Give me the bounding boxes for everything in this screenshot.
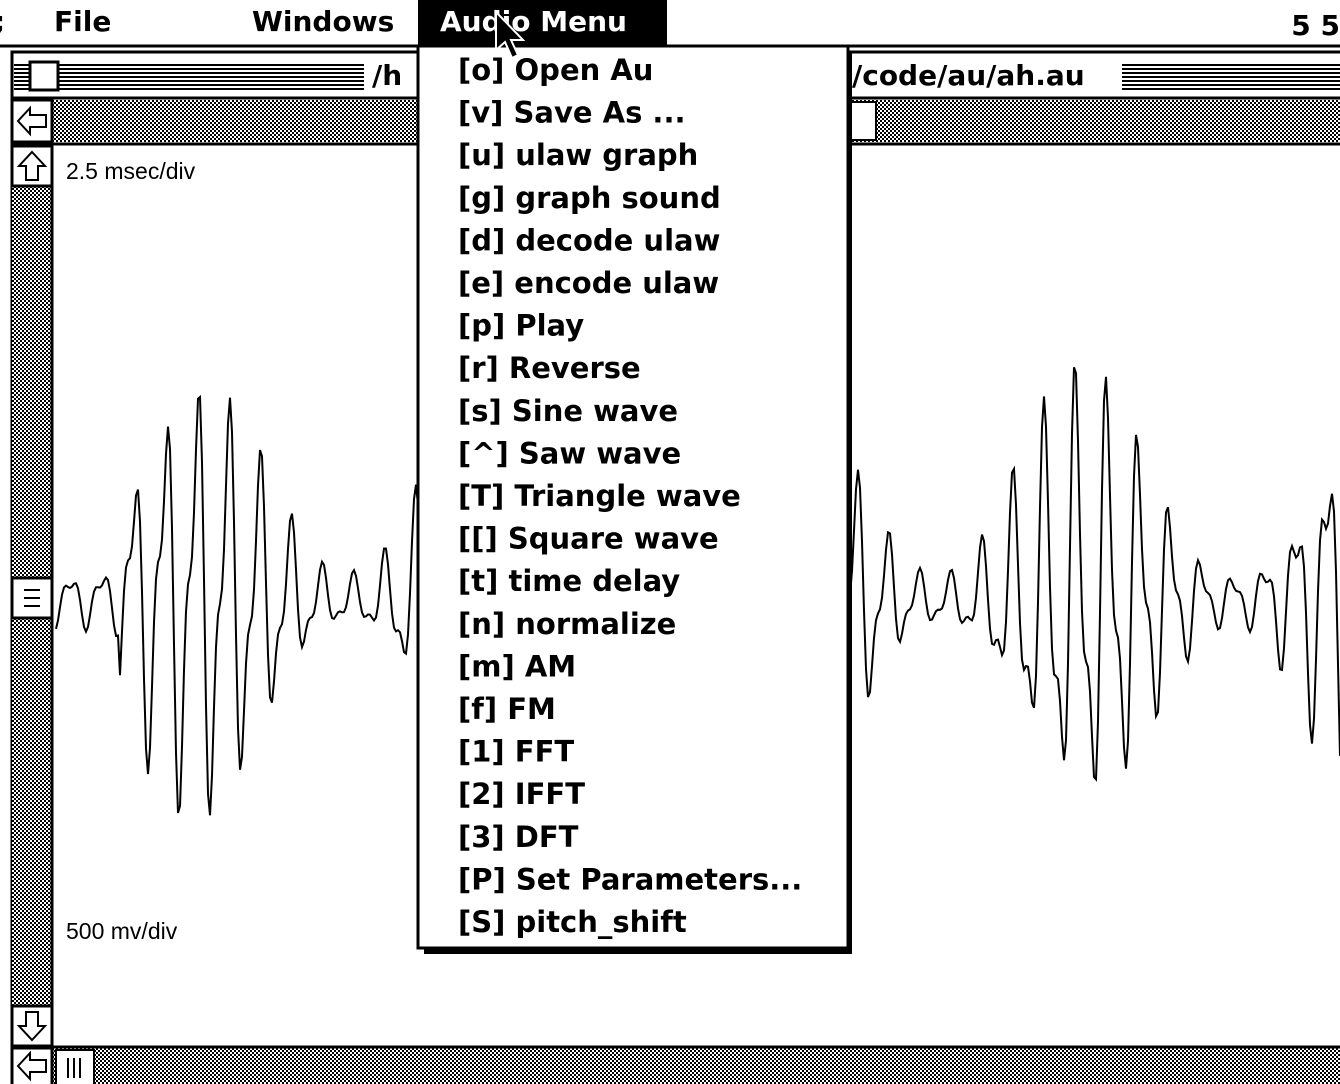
menu-title[interactable]: File bbox=[54, 5, 111, 38]
menu-item[interactable]: [s] Sine wave bbox=[458, 394, 678, 428]
menu-item[interactable]: [2] IFFT bbox=[458, 777, 585, 811]
menu-title[interactable]: Audio Menu bbox=[440, 5, 627, 38]
cursor bbox=[495, 9, 526, 60]
menu-item[interactable]: [g] graph sound bbox=[458, 181, 721, 215]
menu-item[interactable]: [f] FM bbox=[458, 692, 556, 726]
title-stripes bbox=[14, 62, 364, 90]
menu-item[interactable]: [3] DFT bbox=[458, 820, 579, 854]
window-title: /code/au/ah.au bbox=[852, 59, 1085, 92]
menu-item[interactable]: [v] Save As ... bbox=[458, 96, 685, 130]
title-stripes bbox=[1122, 62, 1340, 90]
menu-item[interactable]: [t] time delay bbox=[458, 564, 680, 598]
clock: 5 5 bbox=[1291, 9, 1340, 42]
volt-scale-label: 500 mv/div bbox=[66, 918, 178, 944]
menu-item[interactable]: [P] Set Parameters... bbox=[458, 862, 802, 896]
menu-item[interactable]: [e] encode ulaw bbox=[458, 266, 719, 300]
dropdown-menu bbox=[416, 44, 850, 950]
menu-highlight bbox=[418, 0, 667, 46]
menu-item[interactable]: [S] pitch_shift bbox=[458, 905, 687, 939]
apple-menu[interactable]: ; bbox=[0, 5, 5, 38]
menu-item[interactable]: [[] Square wave bbox=[458, 522, 719, 556]
menu-item[interactable]: [n] normalize bbox=[458, 607, 676, 641]
scroll-thumb[interactable] bbox=[849, 101, 877, 141]
menu-item[interactable]: [1] FFT bbox=[458, 735, 574, 769]
menu-item[interactable]: [m] AM bbox=[458, 649, 576, 683]
menu-title[interactable]: Windows bbox=[252, 5, 394, 38]
window-title: /h bbox=[372, 59, 402, 92]
menu-item[interactable]: [d] decode ulaw bbox=[458, 223, 720, 257]
menu-bar bbox=[0, 0, 1340, 46]
menu-item[interactable]: [p] Play bbox=[458, 309, 584, 343]
menu-item[interactable]: [r] Reverse bbox=[458, 351, 641, 385]
time-scale-label: 2.5 msec/div bbox=[66, 158, 196, 184]
menu-item[interactable]: [u] ulaw graph bbox=[458, 138, 698, 172]
menu-item[interactable]: [T] Triangle wave bbox=[458, 479, 741, 513]
scroll-track[interactable] bbox=[52, 1048, 1340, 1084]
menu-item[interactable]: [o] Open Au bbox=[458, 53, 653, 87]
close-box[interactable] bbox=[28, 60, 60, 92]
menu-item[interactable]: [^] Saw wave bbox=[458, 436, 681, 470]
